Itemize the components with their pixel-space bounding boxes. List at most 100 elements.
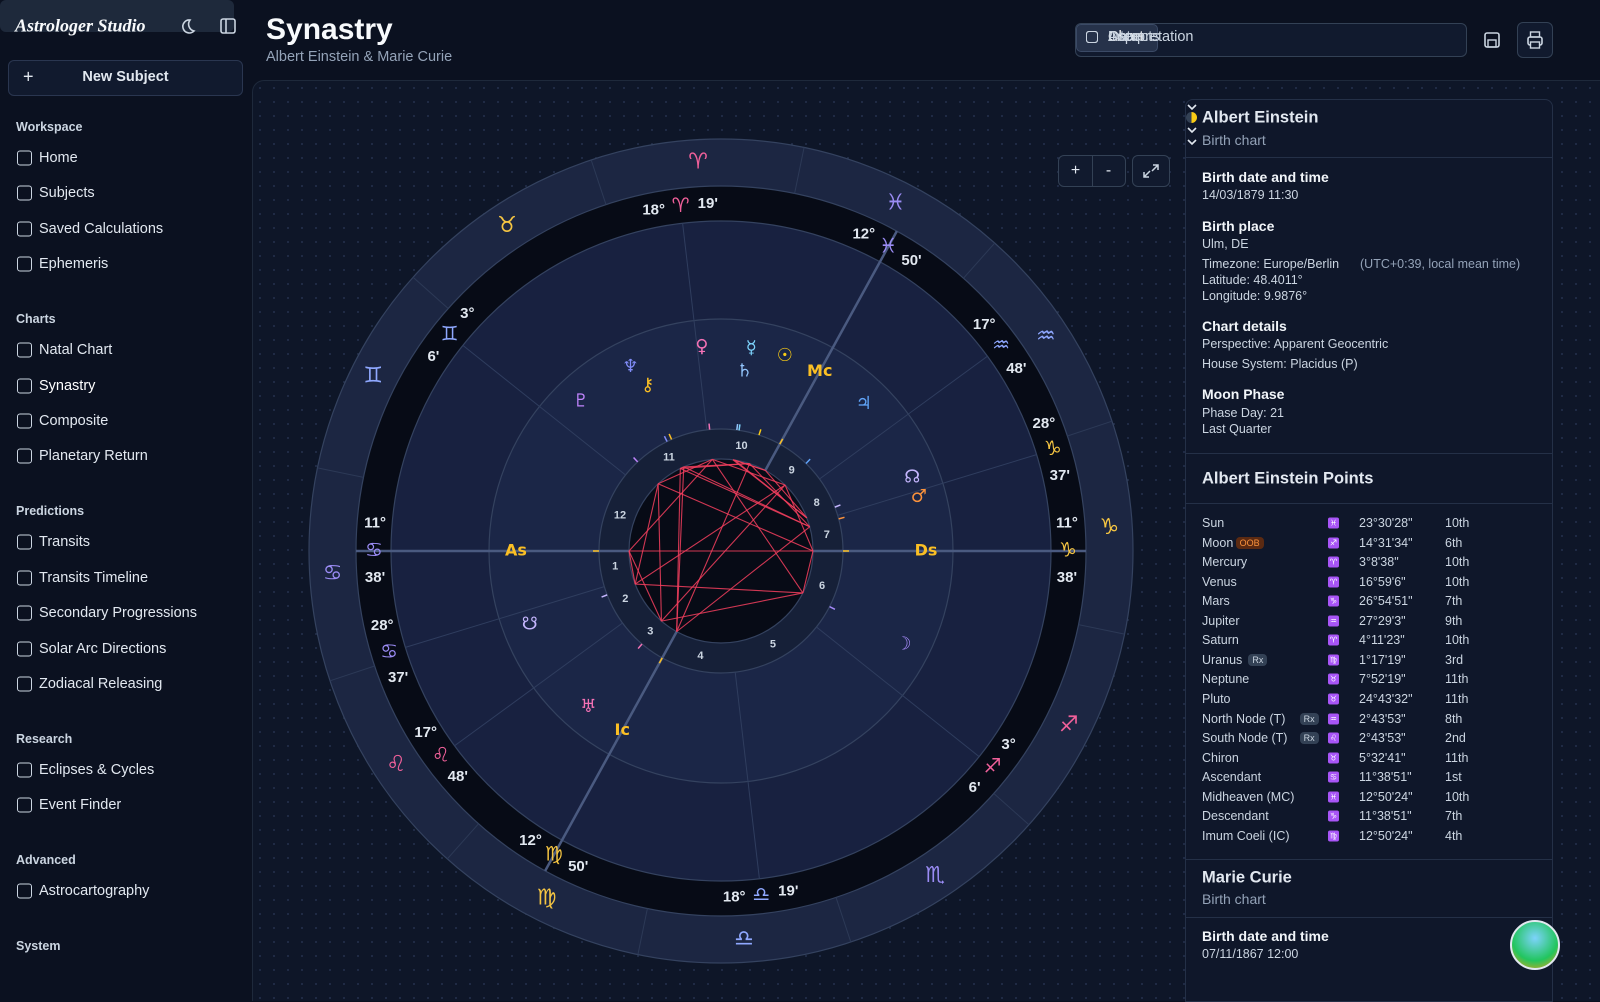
house-number: 6 <box>819 580 825 592</box>
point-position: 7°52'19" <box>1359 672 1406 686</box>
house-system: House System: Placidus (P) <box>1202 357 1358 371</box>
planet-glyph: As <box>505 541 527 560</box>
save-button[interactable] <box>1475 23 1509 57</box>
cusp-sign: ♋ <box>380 639 398 663</box>
point-house: 7th <box>1445 594 1462 608</box>
house-number: 9 <box>789 465 795 477</box>
cusp-degree: 28° <box>371 617 394 634</box>
cusp-minute: 48' <box>448 768 468 785</box>
planet-glyph: ☉ <box>777 345 793 366</box>
avatar[interactable] <box>1510 920 1560 970</box>
planet-glyph: ⚷ <box>641 375 654 396</box>
tab[interactable]: Aspects <box>1076 52 1166 78</box>
nav-icon <box>17 641 32 656</box>
subject-name: Albert Einstein <box>1202 109 1318 128</box>
subject-subtitle: Birth chart <box>1202 132 1266 148</box>
point-sign: ♑ <box>1328 596 1339 607</box>
point-house: 10th <box>1445 516 1469 530</box>
divider <box>1186 859 1552 860</box>
fullscreen-button[interactable] <box>1132 155 1170 187</box>
nav-item[interactable]: Event Finder <box>39 797 121 813</box>
zoom-out[interactable]: - <box>1092 162 1125 180</box>
nav-item[interactable]: Composite <box>39 413 108 429</box>
point-house: 2nd <box>1445 731 1466 745</box>
point-name: Sun <box>1202 516 1224 530</box>
zodiac-sign: ♈ <box>688 150 708 175</box>
planet-tick <box>737 424 738 430</box>
details-label: Chart details <box>1202 318 1287 334</box>
timezone-note: (UTC+0:39, local mean time) <box>1360 257 1520 271</box>
nav-item[interactable]: Secondary Progressions <box>39 605 197 621</box>
point-position: 2°43'53" <box>1359 712 1406 726</box>
tab-label: Interpretation <box>1108 29 1193 45</box>
point-position: 1°17'19" <box>1359 653 1406 667</box>
theme-toggle[interactable] <box>178 17 196 35</box>
nav-item[interactable]: Planetary Return <box>39 448 148 464</box>
nav-icon <box>17 884 32 899</box>
point-house: 4th <box>1445 829 1462 843</box>
nav-item[interactable]: Ephemeris <box>39 256 108 272</box>
synastry-wheel: ♈♉♊♋♌♍♎♏♐♑♒♓11°♋38'128°♋37'217°♌48'312°♍… <box>301 131 1141 971</box>
point-name: Ascendant <box>1202 770 1261 784</box>
house-number: 4 <box>697 650 704 662</box>
point-position: 4°11'23" <box>1359 633 1405 647</box>
cusp-sign: ♊ <box>441 321 459 345</box>
section-title: Research <box>16 732 72 746</box>
nav-item[interactable]: Saved Calculations <box>39 221 163 237</box>
sidebar-toggle[interactable] <box>219 17 237 35</box>
nav-item[interactable]: Transits Timeline <box>39 570 148 586</box>
collapse-chevron[interactable] <box>1186 123 1198 135</box>
point-name: Jupiter <box>1202 614 1240 628</box>
point-position: 12°50'24" <box>1359 790 1413 804</box>
point-position: 16°59'6" <box>1359 575 1406 589</box>
planet-glyph: ♄ <box>736 361 752 382</box>
nav-item[interactable]: Eclipses & Cycles <box>39 762 154 778</box>
nav-icon <box>17 798 32 813</box>
section-title: Workspace <box>16 120 82 134</box>
cusp-degree: 28° <box>1033 415 1056 432</box>
divider <box>1186 453 1552 454</box>
point-name: Uranus <box>1202 653 1242 667</box>
point-sign: ♍ <box>1328 654 1339 665</box>
page-subtitle: Albert Einstein & Marie Curie <box>266 49 452 65</box>
place-label: Birth place <box>1202 218 1274 234</box>
nav-item[interactable]: Synastry <box>39 378 95 394</box>
planet-glyph: ♆ <box>622 356 638 377</box>
point-sign: ♉ <box>1328 752 1339 763</box>
point-house: 7th <box>1445 809 1462 823</box>
nav-item[interactable]: Natal Chart <box>39 342 112 358</box>
collapse-chevron[interactable] <box>1186 100 1198 112</box>
zodiac-sign: ♉ <box>497 213 517 238</box>
cusp-degree: 17° <box>973 316 996 333</box>
cusp-degree: 11° <box>1056 515 1078 532</box>
moon-label: Moon Phase <box>1202 386 1284 402</box>
nav-item[interactable]: Solar Arc Directions <box>39 641 166 657</box>
nav-item[interactable]: Home <box>39 150 78 166</box>
app-name: Astrologer Studio <box>15 16 146 37</box>
cusp-sign: ♑ <box>1059 538 1077 562</box>
cusp-minute: 50' <box>901 252 921 269</box>
subject-name: Marie Curie <box>1202 869 1292 888</box>
section-title: Predictions <box>16 504 84 518</box>
point-name: Midheaven (MC) <box>1202 790 1294 804</box>
point-name: Chiron <box>1202 751 1239 765</box>
point-name: Pluto <box>1202 692 1231 706</box>
point-position: 27°29'3" <box>1359 614 1406 628</box>
collapse-chevron[interactable] <box>1186 135 1198 147</box>
nav-item[interactable]: Transits <box>39 534 90 550</box>
zoom-in[interactable]: + <box>1059 162 1092 180</box>
new-subject-button[interactable]: + New Subject <box>8 60 243 96</box>
print-button[interactable] <box>1517 22 1553 58</box>
nav-icon <box>17 186 32 201</box>
point-position: 14°31'34" <box>1359 536 1413 550</box>
nav-item[interactable]: Zodiacal Releasing <box>39 676 162 692</box>
point-position: 2°43'53" <box>1359 731 1406 745</box>
point-house: 6th <box>1445 536 1462 550</box>
sidebar: Astrologer Studio + New Subject Workspac… <box>0 0 252 1000</box>
nav-item[interactable]: Astrocartography <box>39 883 149 899</box>
point-badge: Rx <box>1300 713 1319 725</box>
birth: 07/11/1867 12:00 <box>1202 947 1298 961</box>
house-number: 12 <box>614 510 626 522</box>
planet-glyph: ♃ <box>856 393 872 414</box>
nav-item[interactable]: Subjects <box>39 185 95 201</box>
